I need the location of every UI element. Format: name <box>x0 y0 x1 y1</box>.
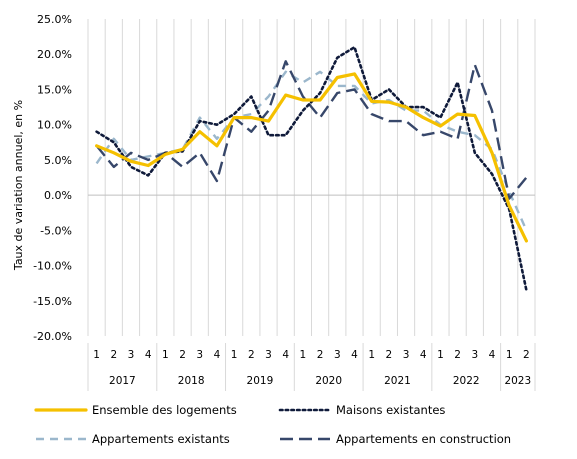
y-tick-label: 10.0% <box>37 119 72 132</box>
y-tick-label: 25.0% <box>37 13 72 26</box>
x-tick-label: 3 <box>334 349 341 361</box>
y-tick-label: -15.0% <box>33 295 72 308</box>
series-line-3 <box>95 60 528 200</box>
x-tick-label: 1 <box>93 349 100 361</box>
x-year-label: 2022 <box>453 375 480 387</box>
series-lines <box>94 45 529 292</box>
x-tick-label: 1 <box>368 349 375 361</box>
x-tick-label: 1 <box>437 349 444 361</box>
y-tick-label: 20.0% <box>37 48 72 61</box>
x-tick-label: 2 <box>317 349 324 361</box>
y-tick-label: 0.0% <box>44 189 72 202</box>
y-axis-ticks: 25.0% 20.0% 15.0% 10.0% 5.0% 0.0% -5.0% -10.0% -… <box>33 13 72 343</box>
y-tick-label: 5.0% <box>44 154 72 167</box>
legend: Ensemble des logements Maisons existantes… <box>34 403 511 446</box>
x-tick-label: 4 <box>489 349 496 361</box>
series-line-2 <box>95 70 528 231</box>
x-tick-label: 2 <box>386 349 393 361</box>
x-tick-label: 4 <box>214 349 221 361</box>
x-tick-label: 3 <box>196 349 203 361</box>
y-axis-label: Taux de variation annuel, en % <box>12 100 25 271</box>
y-tick-label: -20.0% <box>33 330 72 343</box>
x-tick-label: 2 <box>523 349 530 361</box>
y-tick-label: -5.0% <box>40 224 72 237</box>
y-tick-label: 15.0% <box>37 83 72 96</box>
x-tick-label: 3 <box>403 349 410 361</box>
legend-label: Ensemble des logements <box>92 403 237 417</box>
x-tick-label: 4 <box>282 349 289 361</box>
legend-label: Appartements en construction <box>336 432 511 446</box>
x-tick-label: 1 <box>506 349 513 361</box>
x-tick-label: 1 <box>300 349 307 361</box>
x-year-label: 2017 <box>109 375 136 387</box>
x-tick-label: 2 <box>179 349 186 361</box>
x-year-label: 2021 <box>384 375 411 387</box>
x-tick-label: 1 <box>162 349 169 361</box>
x-year-label: 2018 <box>178 375 205 387</box>
x-tick-label: 4 <box>145 349 152 361</box>
x-year-label: 2019 <box>247 375 274 387</box>
vertical-gridlines <box>87 19 536 336</box>
x-tick-label: 2 <box>248 349 255 361</box>
x-tick-label: 1 <box>231 349 238 361</box>
x-year-label: 2023 <box>504 375 531 387</box>
y-tick-label: -10.0% <box>33 260 72 273</box>
x-year-label: 2020 <box>315 375 342 387</box>
legend-label: Appartements existants <box>92 432 230 446</box>
legend-label: Maisons existantes <box>336 403 445 417</box>
x-tick-label: 4 <box>420 349 427 361</box>
x-tick-label: 4 <box>351 349 358 361</box>
x-tick-label: 2 <box>110 349 117 361</box>
x-tick-label: 3 <box>128 349 135 361</box>
series-line-0 <box>94 72 529 243</box>
x-tick-label: 3 <box>265 349 272 361</box>
x-tick-label: 3 <box>471 349 478 361</box>
x-tick-label: 2 <box>454 349 461 361</box>
